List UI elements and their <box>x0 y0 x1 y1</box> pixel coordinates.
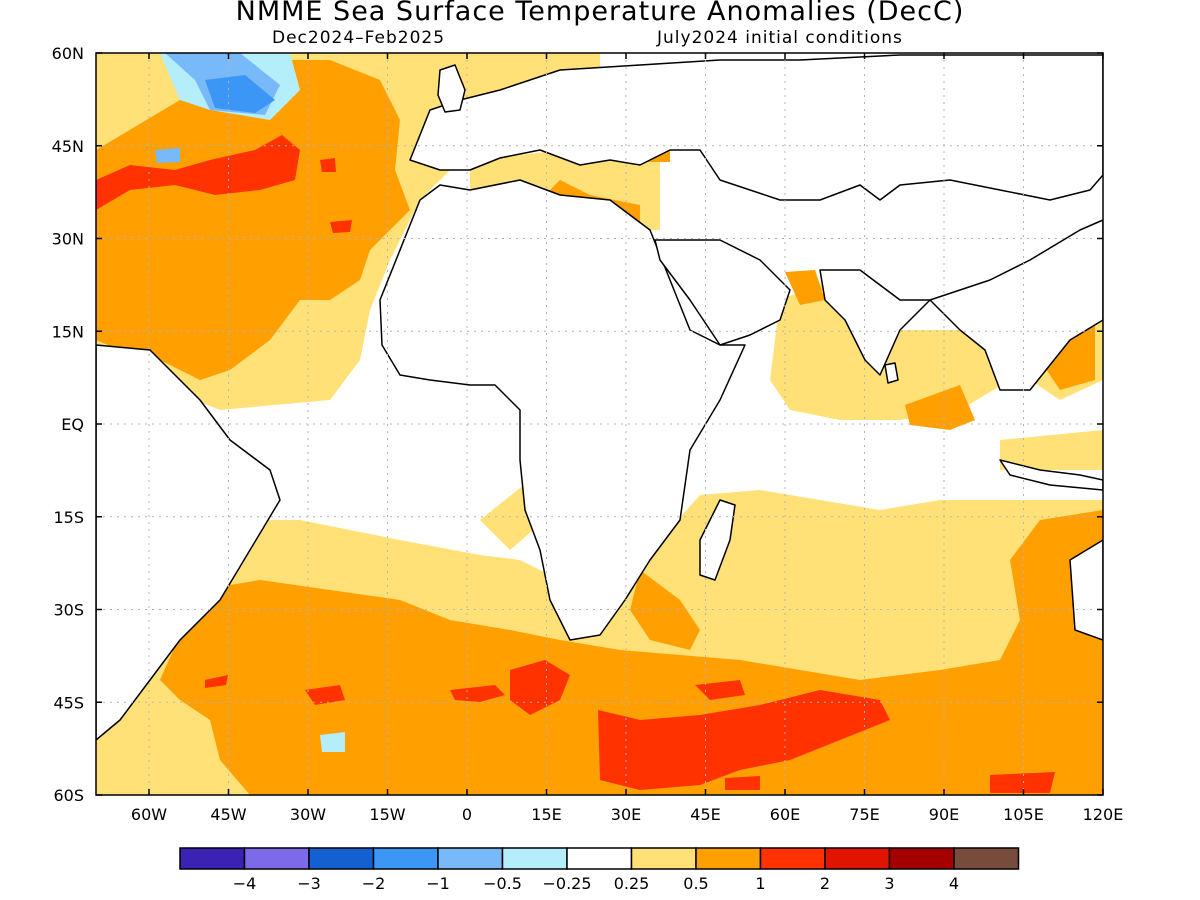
longitude-labels: 60W 45W 30W 15W 0 15E 30E 45E 60E 75E 90E 105E 120E <box>131 805 1123 824</box>
valid-period: Dec2024–Feb2025 <box>272 28 446 48</box>
cool-anomaly-regions <box>155 53 345 752</box>
lat-label: 45S <box>53 693 84 712</box>
colorbar-swatch <box>566 847 633 870</box>
colorbar-swatch <box>953 847 1020 870</box>
south-america-landmass <box>96 344 281 741</box>
lon-label: 30W <box>290 805 326 824</box>
colorbar-swatch <box>501 847 568 870</box>
colorbar-swatch <box>630 847 697 870</box>
colorbar-label: −0.5 <box>483 874 522 893</box>
lon-label: 15W <box>369 805 405 824</box>
colorbar-swatch <box>243 847 310 870</box>
lat-label: 30N <box>52 230 84 249</box>
colorbar <box>179 847 1020 870</box>
sri-lanka <box>884 362 899 384</box>
axis-ticks <box>96 52 1104 796</box>
coastlines <box>96 54 1103 741</box>
lon-label: 30E <box>611 805 641 824</box>
colorbar-swatch <box>372 847 439 870</box>
arabia-landmass <box>654 239 791 346</box>
colorbar-swatch <box>437 847 504 870</box>
lat-label: 45N <box>52 137 84 156</box>
lon-label: 60W <box>131 805 167 824</box>
colorbar-swatch <box>888 847 955 870</box>
lon-label: 120E <box>1083 805 1124 824</box>
lat-label: 30S <box>53 601 84 620</box>
initial-conditions: July2024 initial conditions <box>657 28 903 48</box>
colorbar-swatch <box>695 847 762 870</box>
latitude-labels: 60N 45N 30N 15N EQ 15S 30S 45S 60S <box>52 44 84 805</box>
british-isles <box>437 64 466 113</box>
colorbar-swatch <box>179 847 246 870</box>
europe-landmass <box>409 54 1103 201</box>
colorbar-label: 0.25 <box>614 874 650 893</box>
lat-label: 15N <box>52 322 84 341</box>
colorbar-swatch <box>308 847 375 870</box>
india-landmass <box>819 269 931 376</box>
lon-label: 105E <box>1003 805 1044 824</box>
colorbar-label: −3 <box>297 874 321 893</box>
colorbar-swatch <box>824 847 891 870</box>
colorbar-label: 0.5 <box>683 874 708 893</box>
colorbar-swatch <box>759 847 826 870</box>
colorbar-label: 2 <box>820 874 830 893</box>
madagascar <box>699 499 736 581</box>
lon-label: 15E <box>531 805 561 824</box>
colorbar-label: 1 <box>755 874 765 893</box>
indonesia <box>999 459 1103 491</box>
lon-label: 75E <box>849 805 879 824</box>
australia-landmass <box>1069 539 1103 641</box>
colorbar-label: −2 <box>362 874 386 893</box>
lon-label: 60E <box>770 805 800 824</box>
anomaly-1-2-regions <box>96 135 1055 793</box>
colorbar-label: −0.25 <box>542 874 591 893</box>
lat-label: 15S <box>53 508 84 527</box>
colorbar-label: 3 <box>884 874 894 893</box>
colorbar-label: −1 <box>426 874 450 893</box>
graticule <box>96 53 1103 795</box>
colorbar-labels: −4 −3 −2 −1 −0.5 −0.25 0.25 0.5 1 2 3 4 <box>233 874 959 893</box>
lon-label: 0 <box>462 805 472 824</box>
africa-landmass <box>379 179 746 641</box>
lat-label: 60S <box>53 786 84 805</box>
lon-label: 45E <box>690 805 720 824</box>
colorbar-label: 4 <box>949 874 959 893</box>
colorbar-label: −4 <box>233 874 257 893</box>
lat-label: EQ <box>61 415 84 434</box>
lon-label: 90E <box>929 805 959 824</box>
lat-label: 60N <box>52 44 84 63</box>
map-title: NMME Sea Surface Temperature Anomalies (… <box>235 0 965 27</box>
lon-label: 45W <box>210 805 246 824</box>
